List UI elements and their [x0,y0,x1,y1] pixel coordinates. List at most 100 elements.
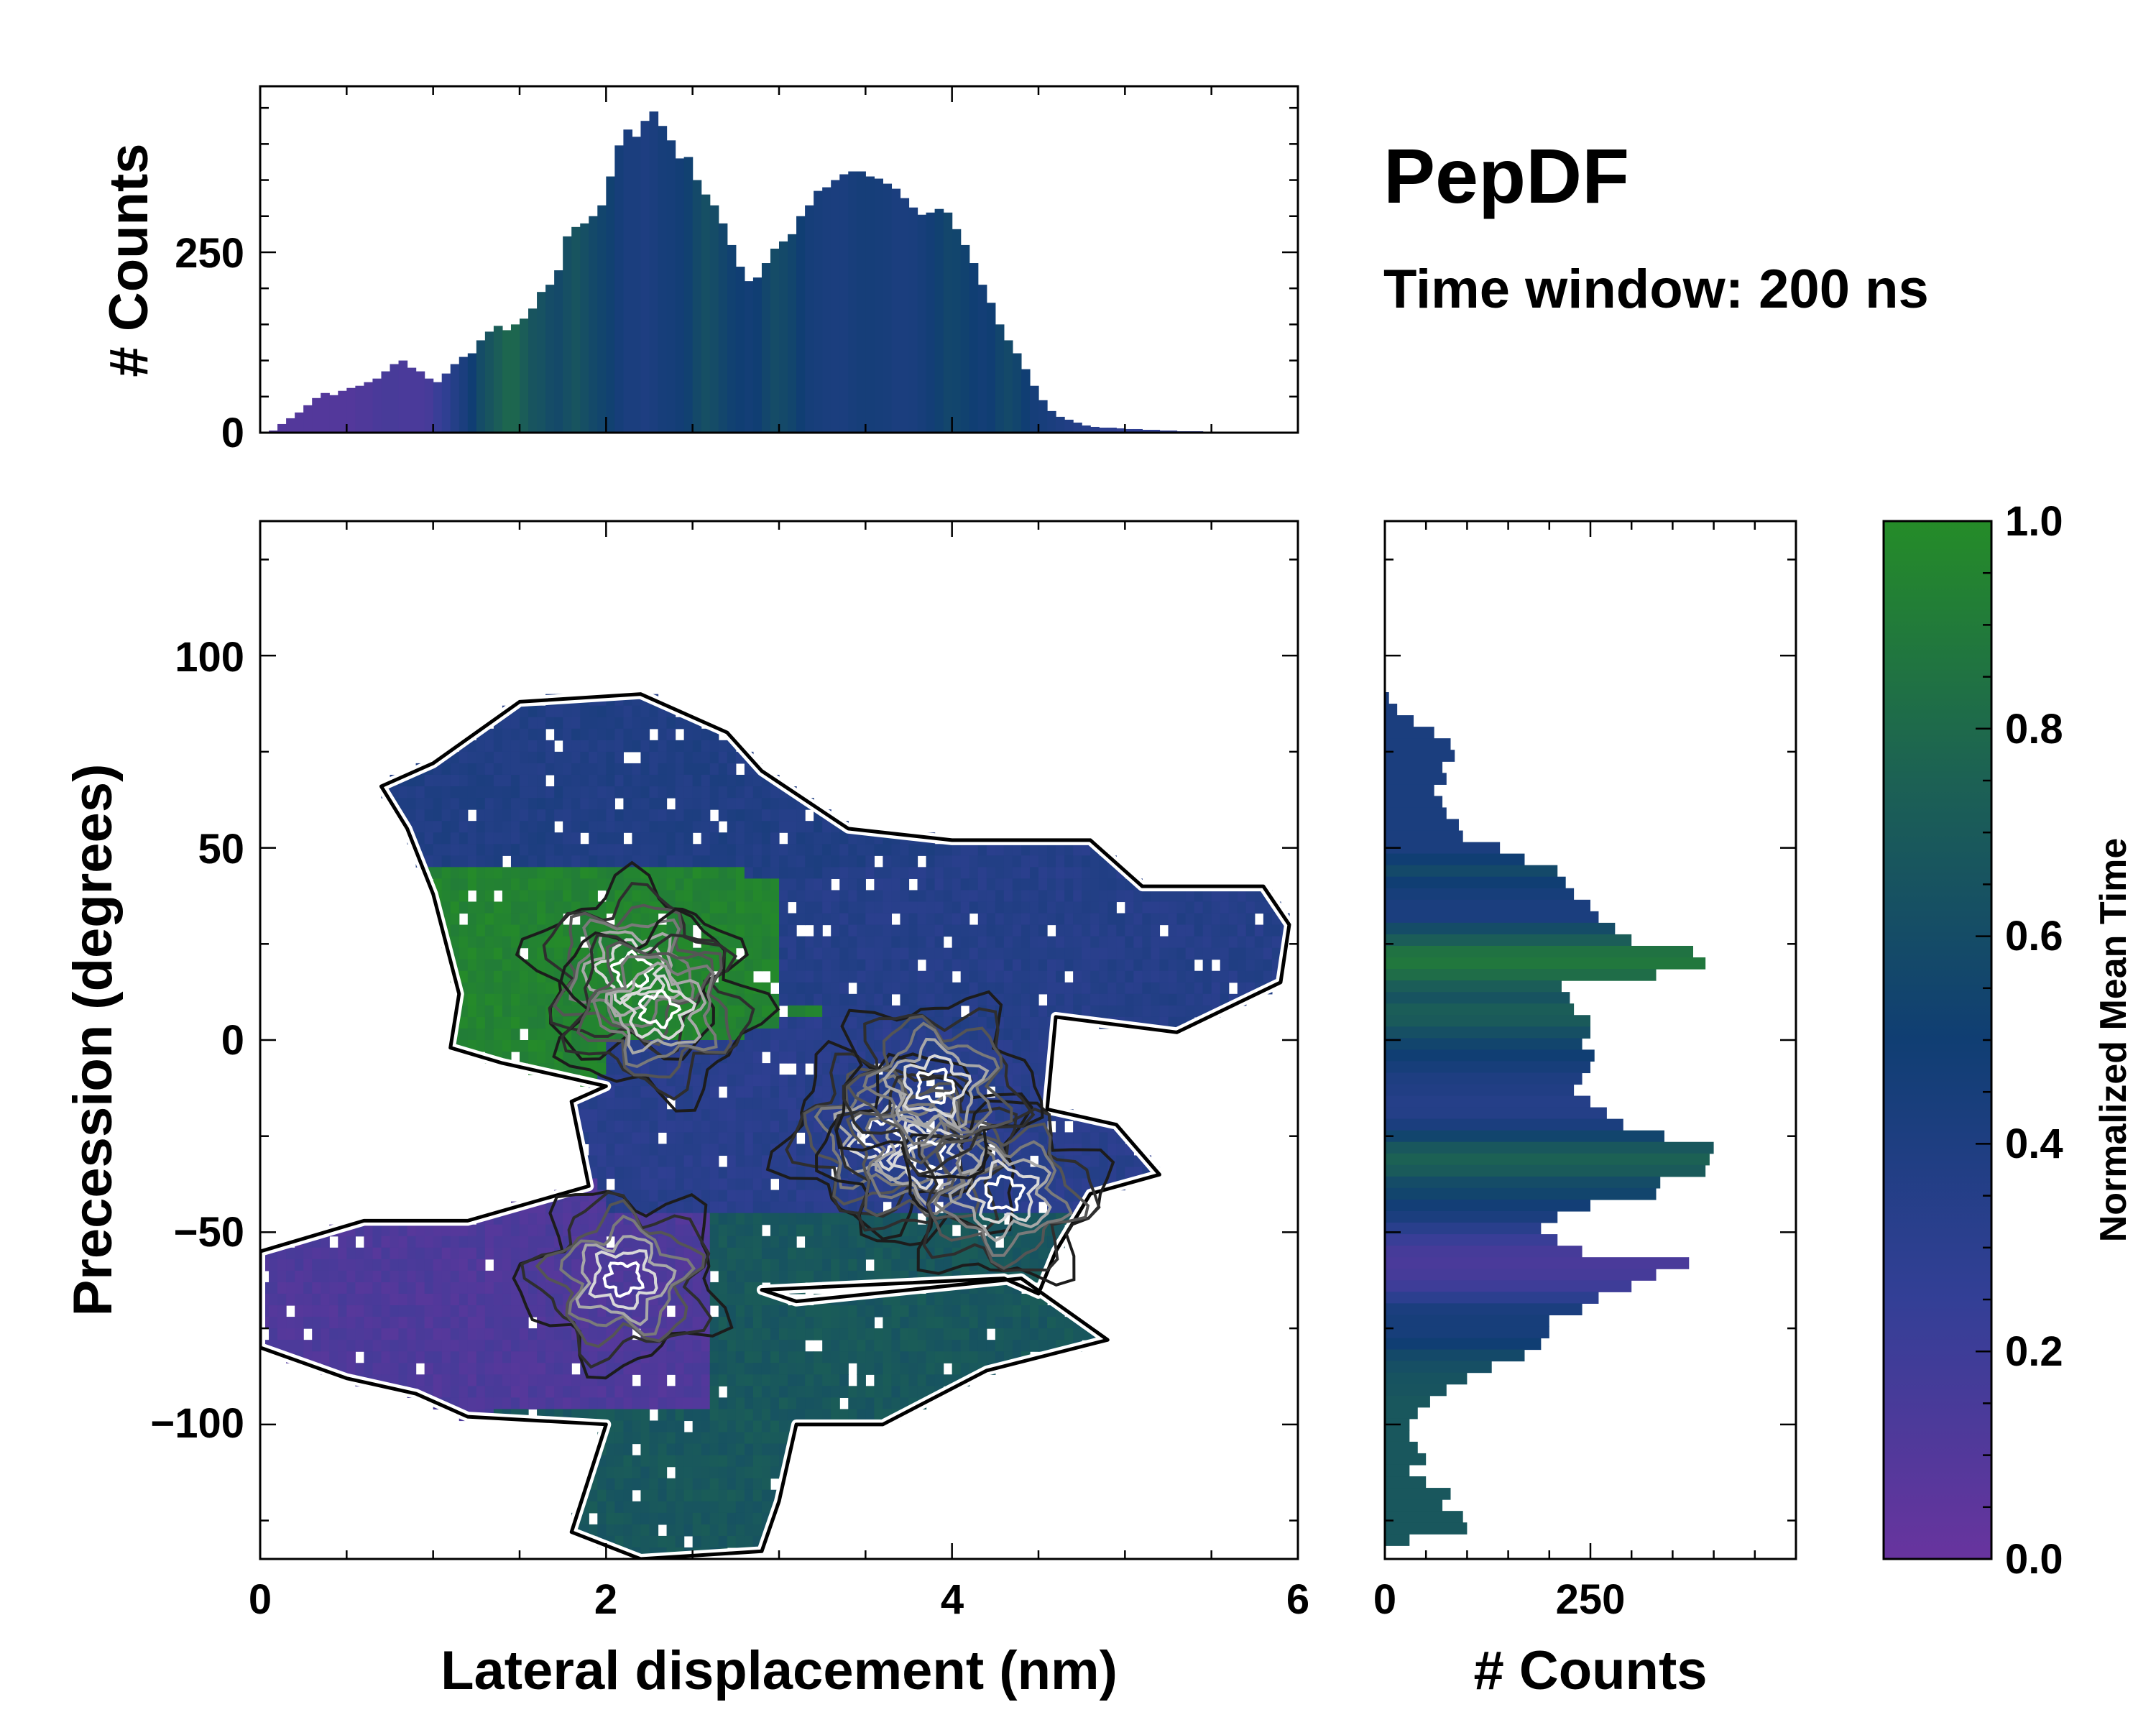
heatmap-cell [1220,913,1230,926]
heatmap-cell [857,1351,866,1363]
heatmap-cell [528,890,538,903]
heatmap-cell [502,821,512,833]
heatmap-cell [701,855,711,868]
heatmap-cell [865,1363,875,1375]
heatmap-cell [986,855,996,868]
heatmap-cell [450,1293,460,1306]
heatmap-cell [563,855,572,868]
heatmap-cell [450,1340,460,1352]
heatmap-cell [649,1455,659,1468]
heatmap-cell [614,1397,624,1410]
heatmap-cell [614,1351,624,1363]
heatmap-cell [1038,1063,1048,1075]
heatmap-cell [1185,970,1195,983]
heatmap-cell [718,1190,728,1202]
heatmap-cell [666,1144,676,1156]
heatmap-cell [1003,936,1013,949]
heatmap-cell [770,1420,780,1433]
heatmap-cell [484,1305,494,1317]
heatmap-cell [606,1132,615,1144]
heatmap-cell [510,1374,520,1386]
heatmap-cell [1047,1328,1056,1340]
heatmap-cell [441,1247,451,1260]
heatmap-cell [1038,1005,1048,1018]
heatmap-cell [433,798,443,810]
heatmap-cell [520,913,529,926]
heatmap-cell [502,1293,512,1306]
heatmap-cell [796,1247,806,1260]
heatmap-cell [744,1075,754,1087]
heatmap-cell [796,1190,806,1202]
heatmap-cell [761,1386,771,1398]
heatmap-cell [563,798,572,810]
heatmap-cell [839,832,849,845]
heatmap-cell [502,878,512,891]
heatmap-cell [459,821,469,833]
heatmap-cell [545,832,555,845]
heatmap-cell [554,774,563,787]
heatmap-cell [779,947,788,960]
heatmap-cell [649,705,659,718]
density-contour [842,1007,1036,1177]
heatmap-cell [372,1282,382,1294]
heatmap-cell [407,1270,417,1283]
heatmap-cell [761,855,771,868]
heatmap-cell [814,1028,823,1041]
heatmap-cell [735,1397,745,1410]
heatmap-cell [752,1005,763,1018]
heatmap-cell [1099,936,1108,949]
heatmap-cell [934,1351,944,1363]
heatmap-cell [692,844,702,856]
density-contour [588,1249,658,1310]
heatmap-cell [1107,1132,1117,1144]
heatmap-cell [1038,1040,1048,1052]
heatmap-cell [537,728,546,741]
heatmap-cell [692,1455,702,1468]
heatmap-cell [510,717,520,730]
heatmap-cell [510,855,520,868]
right-bar [1385,704,1398,716]
heatmap-cell [614,1501,624,1514]
heatmap-cell [796,1144,806,1156]
heatmap-cell [640,786,650,799]
heatmap-cell [355,1293,364,1306]
heatmap-cell [649,1363,659,1375]
heatmap-cell [900,924,910,937]
heatmap-cell [675,1201,685,1214]
heatmap-cell [788,1201,797,1214]
heatmap-cell [770,1340,780,1352]
heatmap-cell [960,982,970,995]
heatmap-cell [1194,982,1204,995]
top-bar [986,303,996,433]
heatmap-cell [761,1040,771,1052]
heatmap-cell [666,878,676,891]
heatmap-cell [770,1270,780,1283]
heatmap-cell [1202,959,1212,972]
heatmap-cell [450,913,460,926]
heatmap-cell [545,1052,555,1064]
heatmap-cell [692,1420,702,1433]
heatmap-cell [788,1328,797,1340]
heatmap-cell [977,982,987,995]
heatmap-cell [484,1317,494,1329]
heatmap-cell [727,774,737,787]
heatmap-cell [814,970,823,983]
heatmap-cell [269,1270,278,1283]
heatmap-cell [666,1190,676,1202]
heatmap-cell [744,1236,754,1248]
top-bar [338,390,347,433]
top-bar [1151,429,1161,433]
heatmap-cell [752,1052,763,1064]
heatmap-cell [1151,936,1161,949]
density-contour [883,1037,990,1130]
heatmap-cell [424,832,434,845]
heatmap-cell [554,1386,563,1398]
main-xtick-4: 4 [941,1576,964,1623]
heatmap-cell [995,1075,1005,1087]
heatmap-cell [883,1259,893,1271]
heatmap-cell [1012,1063,1022,1075]
heatmap-cell [761,1443,771,1456]
heatmap-cell [493,1247,503,1260]
heatmap-cell [493,1005,503,1018]
heatmap-cell [597,1386,607,1398]
